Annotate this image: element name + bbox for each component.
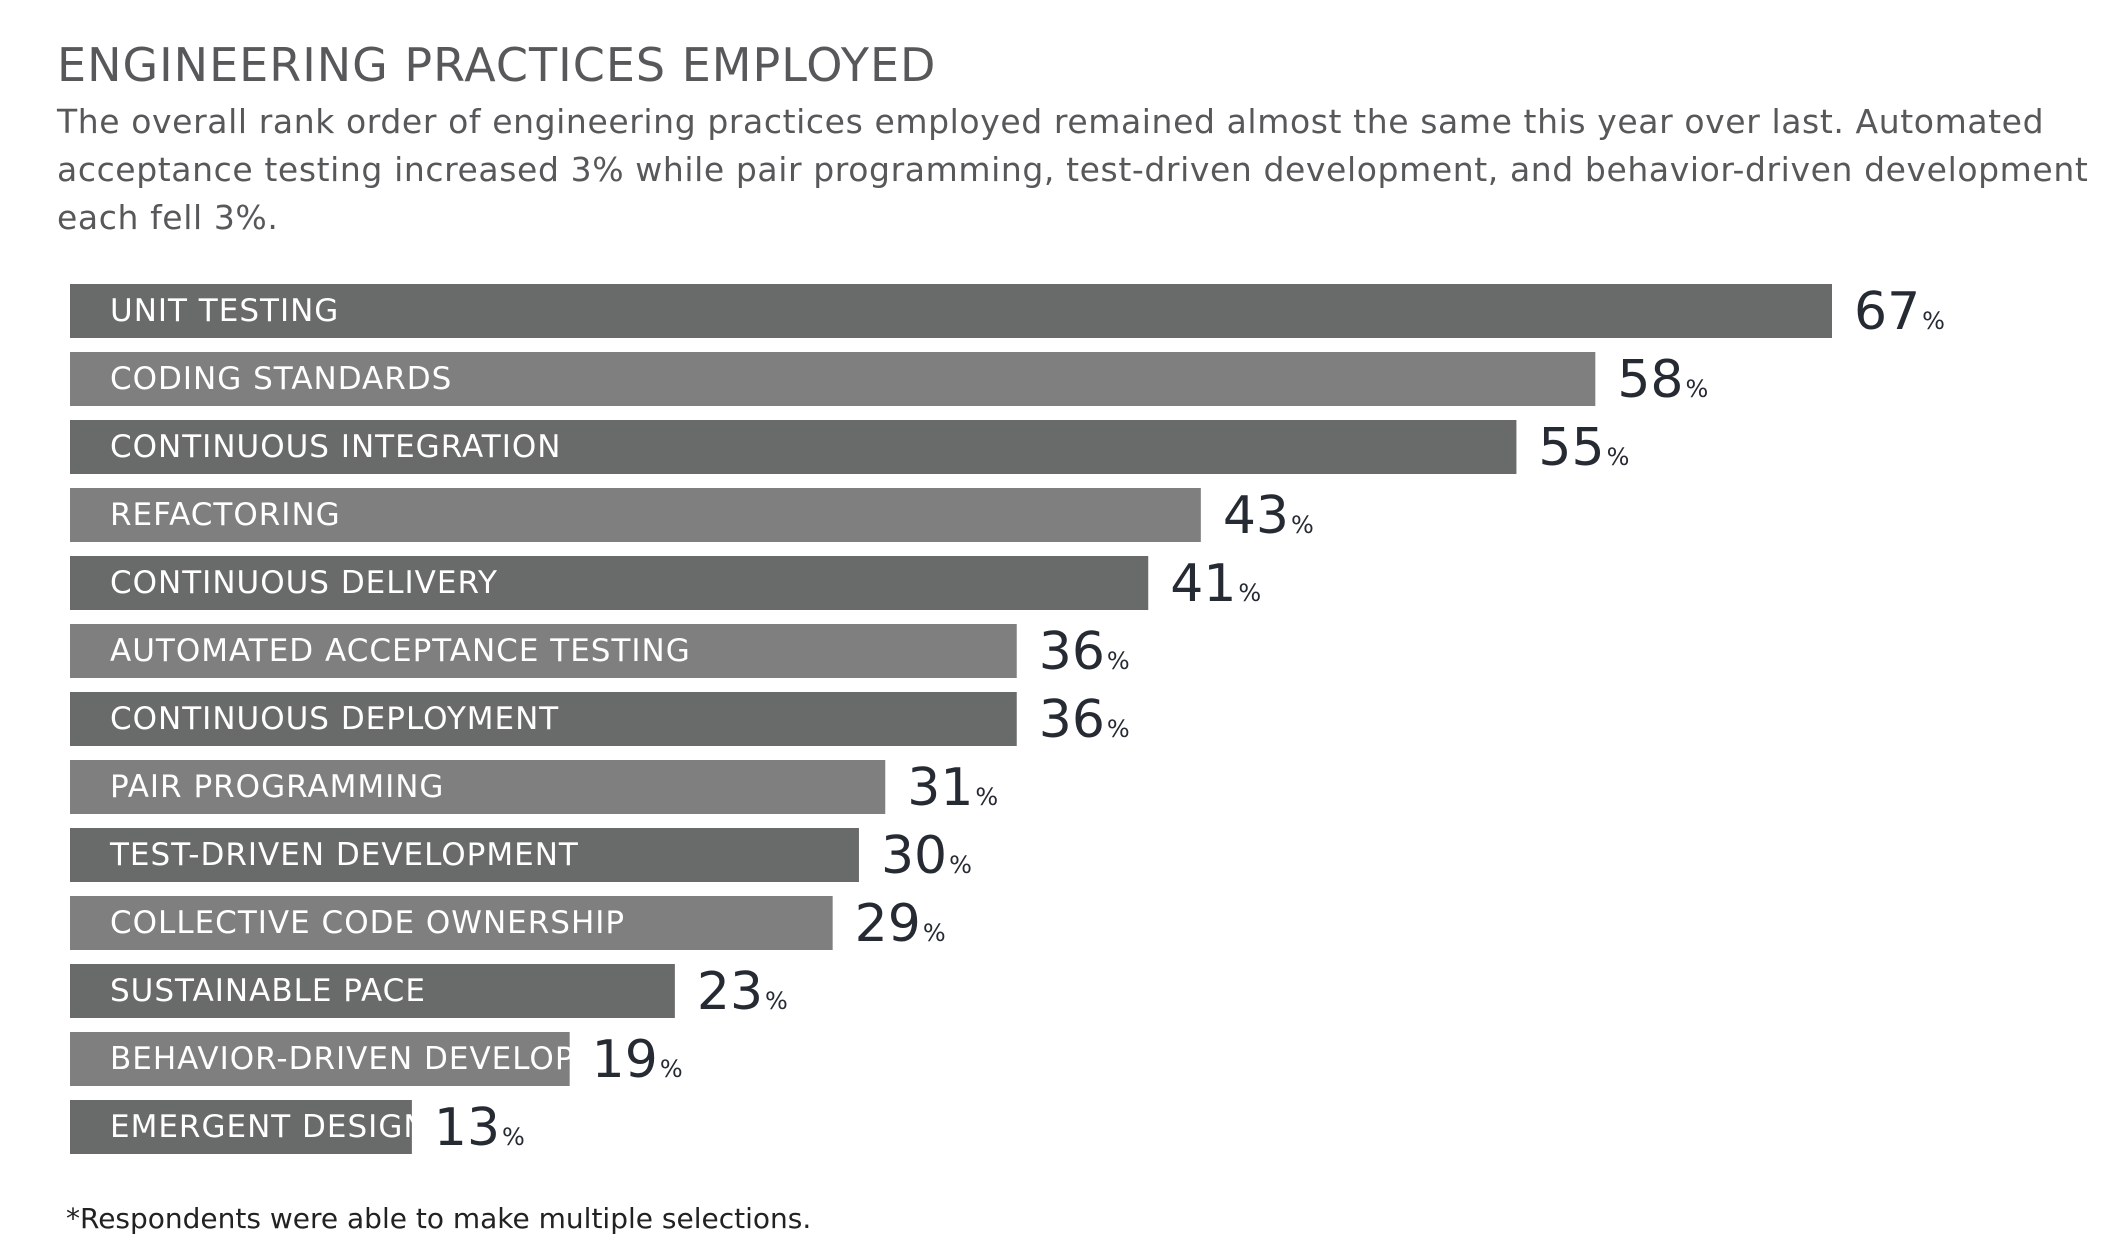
value-label-test-driven-development: 30%	[881, 826, 972, 886]
bar-row-automated-acceptance-testing: AUTOMATED ACCEPTANCE TESTING 36%	[70, 622, 1130, 682]
bar-row-behavior-driven-development-bdd: BEHAVIOR-DRIVEN DEVELOPMENT (BDD)19%	[70, 1030, 776, 1090]
bar-refactoring	[70, 488, 1201, 542]
bar-collective-code-ownership	[70, 896, 833, 950]
value-label-pair-programming: 31%	[907, 758, 998, 818]
bar-label-continuous-deployment: CONTINUOUS DEPLOYMENT	[110, 701, 559, 737]
bar-row-refactoring: REFACTORING 43%	[70, 486, 1314, 546]
value-label-continuous-integration: 55%	[1538, 418, 1629, 478]
bar-emergent-design	[70, 1100, 412, 1154]
bar-coding-standards	[70, 352, 1596, 406]
bar-row-coding-standards: CODING STANDARDS 58%	[70, 350, 1708, 410]
bar-sustainable-pace	[70, 964, 675, 1018]
bar-label-behavior-driven-development-bdd: BEHAVIOR-DRIVEN DEVELOPMENT (BDD)	[110, 1041, 776, 1077]
bar-label-test-driven-development: TEST-DRIVEN DEVELOPMENT	[109, 837, 579, 873]
bar-row-sustainable-pace: SUSTAINABLE PACE 23%	[70, 962, 788, 1022]
bar-label-unit-testing: UNIT TESTING	[110, 293, 339, 329]
bar-row-continuous-delivery: CONTINUOUS DELIVERY 41%	[70, 554, 1261, 614]
bar-row-continuous-integration: CONTINUOUS INTEGRATION 55%	[70, 418, 1629, 478]
value-label-coding-standards: 58%	[1617, 350, 1708, 410]
bar-row-unit-testing: UNIT TESTING 67%	[70, 282, 1945, 342]
bar-label-automated-acceptance-testing: AUTOMATED ACCEPTANCE TESTING	[110, 633, 691, 669]
value-label-unit-testing: 67%	[1854, 282, 1945, 342]
bar-continuous-deployment	[70, 692, 1017, 746]
bar-automated-acceptance-testing	[70, 624, 1017, 678]
value-label-behavior-driven-development-bdd: 19%	[592, 1030, 683, 1090]
value-label-emergent-design: 13%	[434, 1098, 525, 1158]
bar-behavior-driven-development-bdd	[70, 1032, 570, 1086]
footnote: *Respondents were able to make multiple …	[66, 1202, 812, 1235]
bar-label-coding-standards: CODING STANDARDS	[110, 361, 452, 397]
value-label-sustainable-pace: 23%	[697, 962, 788, 1022]
bar-row-test-driven-development: TEST-DRIVEN DEVELOPMENT 30%	[70, 826, 972, 886]
bar-label-emergent-design: EMERGENT DESIGN	[110, 1109, 428, 1145]
chart-title: ENGINEERING PRACTICES EMPLOYED	[57, 38, 937, 92]
bar-pair-programming	[70, 760, 886, 814]
bar-label-continuous-integration: CONTINUOUS INTEGRATION	[110, 429, 561, 465]
chart-subtitle: The overall rank order of engineering pr…	[57, 102, 2089, 237]
bar-continuous-integration	[70, 420, 1517, 474]
bar-label-pair-programming: PAIR PROGRAMMING	[110, 769, 444, 805]
bar-label-refactoring: REFACTORING	[110, 497, 341, 533]
bar-test-driven-development	[70, 828, 859, 882]
value-label-collective-code-ownership: 29%	[855, 894, 946, 954]
bar-unit-testing	[70, 284, 1832, 338]
bar-continuous-delivery	[70, 556, 1149, 610]
value-label-continuous-delivery: 41%	[1170, 554, 1261, 614]
bar-row-collective-code-ownership: COLLECTIVE CODE OWNERSHIP 29%	[70, 894, 946, 954]
value-label-refactoring: 43%	[1223, 486, 1314, 546]
bar-label-collective-code-ownership: COLLECTIVE CODE OWNERSHIP	[110, 905, 625, 941]
bar-row-pair-programming: PAIR PROGRAMMING 31%	[70, 758, 998, 818]
value-label-automated-acceptance-testing: 36%	[1039, 622, 1130, 682]
value-label-continuous-deployment: 36%	[1039, 690, 1130, 750]
bar-label-continuous-delivery: CONTINUOUS DELIVERY	[110, 565, 498, 601]
bar-row-continuous-deployment: CONTINUOUS DEPLOYMENT 36%	[70, 690, 1130, 750]
bar-row-emergent-design: EMERGENT DESIGN 13%	[70, 1098, 525, 1158]
bar-label-sustainable-pace: SUSTAINABLE PACE	[110, 973, 426, 1009]
